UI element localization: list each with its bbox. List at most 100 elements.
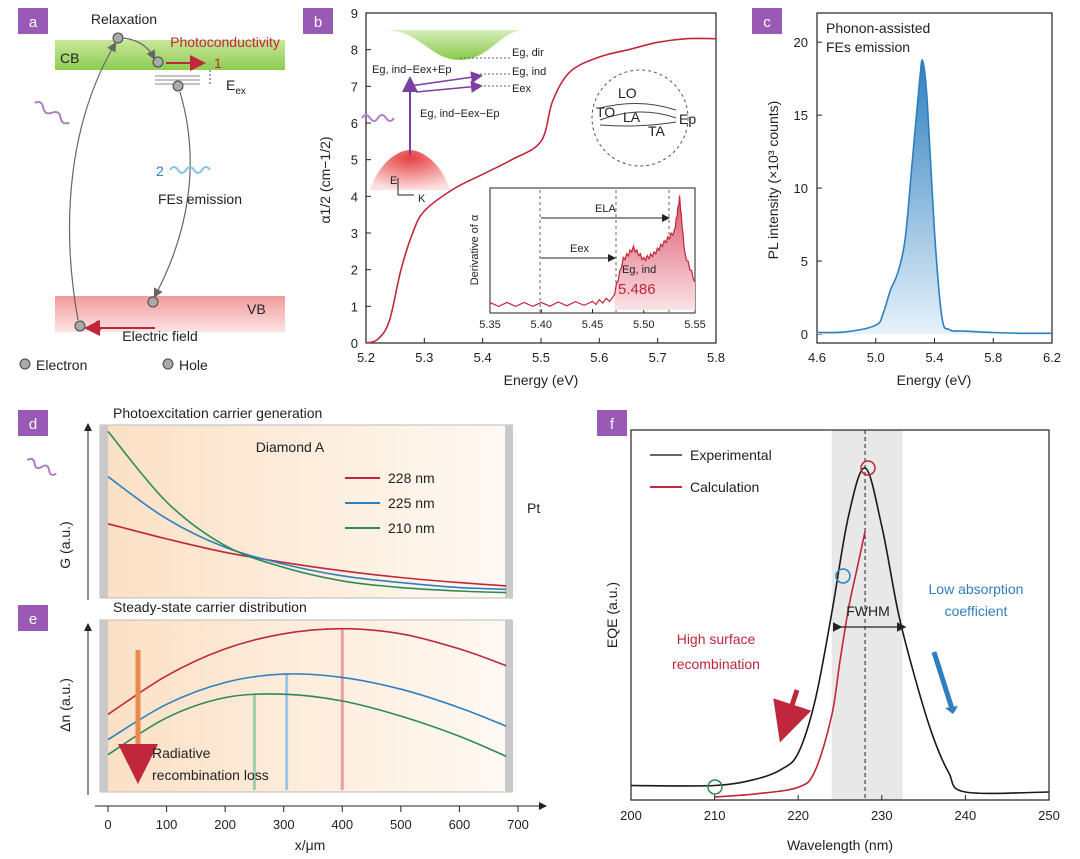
- panel-d-badge-label: d: [29, 416, 37, 433]
- f-xtick-label: 200: [620, 808, 642, 823]
- inset-xtick-label: 5.50: [633, 319, 654, 331]
- relaxation-label: Relaxation: [91, 11, 157, 27]
- b-ytick-label: 8: [351, 43, 358, 58]
- c-ytick-label: 20: [794, 35, 808, 50]
- vb-label: VB: [247, 301, 266, 317]
- left-note-1: High surface: [677, 631, 756, 647]
- panel-b-ylabel: α1/2 (cm−1/2): [317, 136, 333, 223]
- pl-peak-fill: [817, 60, 1052, 335]
- pl-curve: [816, 59, 1053, 335]
- phonon-absorb-arrow: [409, 71, 483, 87]
- b-ytick-label: 6: [351, 116, 358, 131]
- panel-c-badge-label: c: [763, 14, 771, 31]
- right-note-2: coefficient: [945, 603, 1008, 619]
- panel-f-badge: [597, 410, 627, 436]
- diamond-a-label: Diamond A: [256, 439, 325, 455]
- excitation-arrow: [68, 41, 117, 321]
- f-xtick-label: 220: [787, 808, 809, 823]
- legend-hole-label: Hole: [179, 357, 208, 373]
- legend-hole-dot: [162, 358, 174, 370]
- b-ytick-label: 5: [351, 153, 358, 168]
- phonon-dispersion-circle: [591, 69, 689, 167]
- panel-e-sample: [99, 619, 513, 793]
- b-xtick-label: 5.5: [532, 350, 550, 365]
- c-xtick-label: 5.8: [984, 350, 1002, 365]
- fwhm-label: FWHM: [846, 603, 890, 619]
- phonon-to-label: TO: [596, 104, 615, 120]
- inset-eex-label: Eex: [570, 243, 589, 255]
- c-xtick-label: 6.2: [1043, 350, 1061, 365]
- pt-label: Pt: [527, 500, 540, 516]
- c-ytick-label: 5: [801, 254, 808, 269]
- panel-b-badge-label: b: [314, 14, 322, 31]
- panel-d: d Photoexcitation carrier generation Pt …: [18, 405, 540, 600]
- e-xtick-label: 700: [507, 817, 529, 832]
- recombination-note-1: Radiative: [152, 745, 211, 761]
- c-xtick-label: 4.6: [808, 350, 826, 365]
- ep-label: Ep: [679, 111, 696, 127]
- legend-electron-label: Electron: [36, 357, 87, 373]
- emission-photon-icon: [169, 166, 211, 174]
- e-xtick-label: 200: [214, 817, 236, 832]
- inset-value: 5.486: [618, 281, 656, 298]
- calculation-curve: [714, 531, 866, 798]
- b-xtick-label: 5.6: [590, 350, 608, 365]
- panel-e-xlabel: x/μm: [295, 837, 326, 853]
- eg-plus-label: Eg, ind−Eex+Ep: [372, 64, 452, 76]
- legend-225-label: 225 nm: [388, 495, 435, 511]
- g-curve-225nm: [107, 476, 507, 591]
- k-axis-label: K: [418, 193, 426, 205]
- inset-x-ticks: 5.35 5.40 5.45 5.50 5.55: [479, 309, 706, 331]
- f-xtick-label: 210: [704, 808, 726, 823]
- electron-cb: [152, 56, 164, 68]
- fwhm-shaded-band: [831, 430, 903, 800]
- b-xtick-label: 5.7: [649, 350, 667, 365]
- panel-d-left-contact: [100, 425, 108, 598]
- b-ytick-label: 1: [351, 299, 358, 314]
- g-curve-210nm: [107, 430, 507, 594]
- panel-f-ylabel: EQE (a.u.): [604, 582, 620, 648]
- step-2-label: 2: [156, 163, 164, 179]
- g-curve-228nm: [107, 523, 507, 587]
- ta-branch: [599, 121, 677, 127]
- b-ytick-label: 2: [351, 263, 358, 278]
- legend-210-label: 210 nm: [388, 520, 435, 536]
- panel-e: e Steady-state carrier distribution Δn (…: [18, 599, 547, 853]
- right-note-arrowhead: [945, 706, 958, 714]
- panel-f: f Experimental Calculation FWHM High sur…: [597, 410, 1060, 853]
- experimental-curve: [630, 467, 1050, 795]
- phonon-emit-arrow: [415, 80, 483, 93]
- b-ytick-label: 9: [351, 6, 358, 21]
- f-xtick-label: 240: [955, 808, 977, 823]
- cb-label: CB: [60, 50, 79, 66]
- panel-d-curves: [107, 430, 507, 594]
- electron-vb: [74, 320, 86, 332]
- e-xtick-label: 300: [273, 817, 295, 832]
- panel-b: b 0 1 2 3 4 5 6 7 8 9 5.2 5.3 5.4 5.5 5.6 5.7 5.8 α1/2 …: [303, 6, 725, 388]
- panel-e-badge-label: e: [29, 611, 37, 628]
- relaxation-arrow: [121, 37, 156, 61]
- panel-e-x-ticks: 0 100 200 300 400 500 600 700: [104, 806, 529, 832]
- panel-c-y-ticks: 0 5 10 15 20: [794, 35, 822, 342]
- b-xtick-label: 5.4: [474, 350, 492, 365]
- panel-f-frame: [630, 429, 1050, 801]
- panel-c-title-1: Phonon-assisted: [826, 20, 930, 36]
- panel-e-right-contact: [505, 620, 513, 792]
- b-ytick-label: 4: [351, 189, 358, 204]
- phonon-lo-label: LO: [618, 85, 637, 101]
- hole-vb: [147, 296, 159, 308]
- eg-minus-label: Eg, ind−Eex−Ep: [420, 108, 500, 120]
- e-xtick-label: 100: [156, 817, 178, 832]
- e-xtick-label: 600: [449, 817, 471, 832]
- ela-label: ELA: [595, 203, 616, 215]
- f-xtick-label: 230: [871, 808, 893, 823]
- photon-icon-a: [34, 100, 70, 125]
- panel-e-left-contact: [100, 620, 108, 792]
- lo-branch: [599, 102, 677, 111]
- b-ytick-label: 3: [351, 226, 358, 241]
- c-xtick-label: 5.0: [867, 350, 885, 365]
- phonon-la-label: LA: [623, 109, 641, 125]
- c-ytick-label: 10: [794, 181, 808, 196]
- c-xtick-label: 5.4: [925, 350, 943, 365]
